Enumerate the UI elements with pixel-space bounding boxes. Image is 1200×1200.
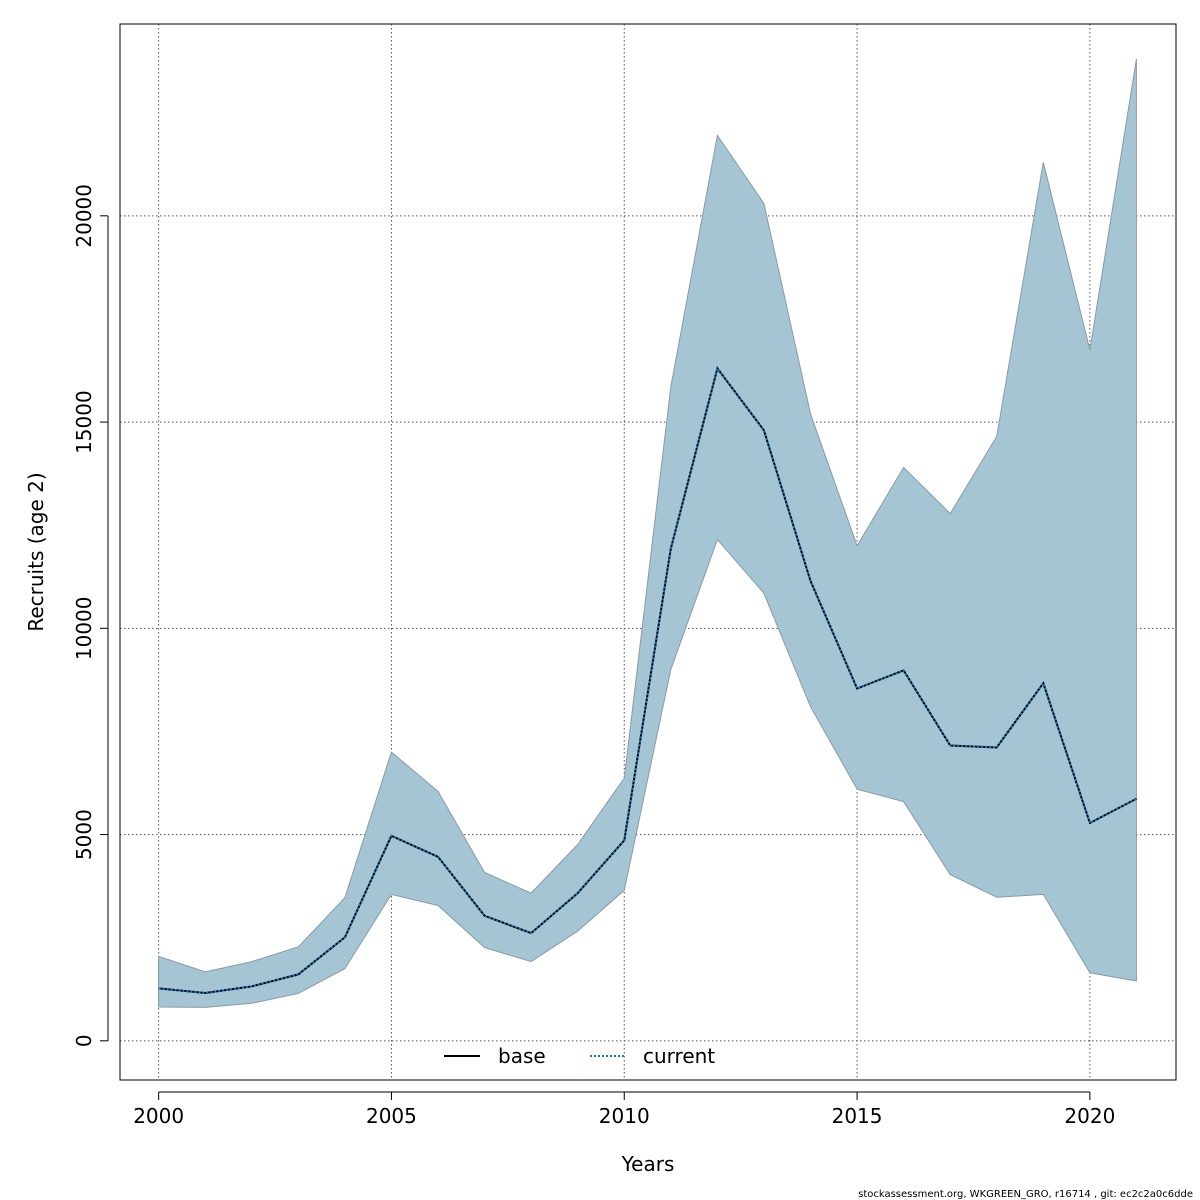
- confidence-band: [158, 59, 1137, 1008]
- x-tick-label-2000: 2000: [133, 1104, 184, 1128]
- legend-label-base: base: [498, 1044, 546, 1068]
- y-tick-label-10000: 10000: [72, 596, 96, 660]
- legend: base current: [444, 1044, 715, 1068]
- y-tick-label-0: 0: [72, 1034, 96, 1047]
- x-tick-label-2010: 2010: [599, 1104, 650, 1128]
- series-lines: [158, 366, 1137, 995]
- y-tick-label-15000: 15000: [72, 390, 96, 454]
- x-tick-label-2015: 2015: [832, 1104, 883, 1128]
- series-line-current: [158, 366, 1137, 995]
- legend-label-current: current: [643, 1044, 715, 1068]
- y-axis-title: Recruits (age 2): [24, 472, 48, 631]
- footer-text: stockassessment.org, WKGREEN_GRO, r16714…: [858, 1189, 1193, 1200]
- x-tick-label-2020: 2020: [1064, 1104, 1115, 1128]
- plot-frame: [119, 23, 1177, 1081]
- x-tick-label-2005: 2005: [366, 1104, 417, 1128]
- y-tick-label-20000: 20000: [72, 184, 96, 248]
- y-axis: 0 5000 10000 15000 20000: [72, 184, 109, 1047]
- y-tick-label-5000: 5000: [72, 809, 96, 860]
- x-axis-title: Years: [621, 1152, 675, 1176]
- x-axis: 2000 2005 2010 2015 2020: [133, 1091, 1115, 1128]
